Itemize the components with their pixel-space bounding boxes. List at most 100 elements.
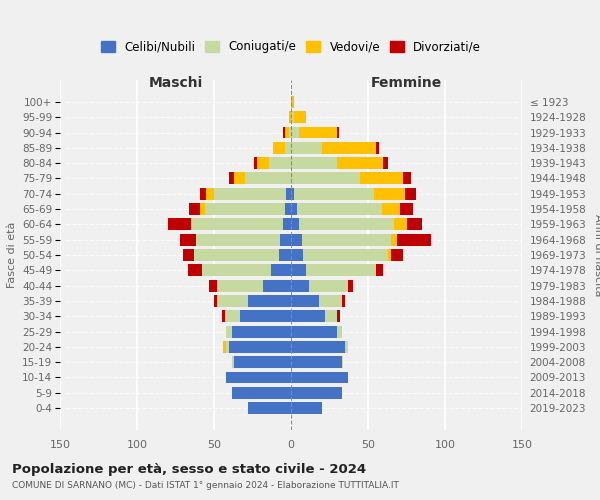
Bar — [269, 157, 291, 169]
Bar — [337, 157, 383, 169]
Y-axis label: Fasce di età: Fasce di età — [7, 222, 17, 288]
Bar — [257, 157, 269, 169]
Bar — [285, 142, 291, 154]
Bar — [291, 218, 299, 230]
Bar — [180, 234, 196, 245]
Bar — [263, 280, 291, 291]
Bar — [304, 249, 388, 261]
Bar — [407, 218, 422, 230]
Bar — [240, 310, 291, 322]
Bar — [278, 249, 291, 261]
Text: COMUNE DI SARNANO (MC) - Dati ISTAT 1° gennaio 2024 - Elaborazione TUTTITALIA.IT: COMUNE DI SARNANO (MC) - Dati ISTAT 1° g… — [12, 481, 399, 490]
Text: Femmine: Femmine — [371, 76, 442, 90]
Bar — [291, 111, 294, 123]
Bar — [283, 218, 291, 230]
Bar — [382, 203, 400, 215]
Bar — [285, 126, 289, 138]
Bar — [337, 310, 340, 322]
Bar — [391, 249, 403, 261]
Bar — [232, 356, 234, 368]
Bar — [222, 310, 225, 322]
Bar — [202, 264, 271, 276]
Bar — [191, 218, 283, 230]
Bar — [391, 234, 397, 245]
Bar — [291, 172, 360, 184]
Bar — [405, 188, 416, 200]
Bar — [394, 218, 407, 230]
Bar — [342, 295, 345, 307]
Bar — [225, 310, 240, 322]
Bar — [194, 249, 278, 261]
Bar — [302, 234, 391, 245]
Bar — [337, 326, 342, 338]
Bar — [342, 356, 343, 368]
Bar — [200, 188, 206, 200]
Y-axis label: Anni di nascita: Anni di nascita — [593, 214, 600, 296]
Bar — [226, 341, 229, 353]
Bar — [214, 188, 286, 200]
Bar — [190, 203, 200, 215]
Bar — [226, 326, 232, 338]
Bar — [403, 172, 411, 184]
Bar — [217, 295, 248, 307]
Bar — [294, 111, 307, 123]
Bar — [291, 280, 310, 291]
Bar — [272, 142, 285, 154]
Bar — [226, 372, 291, 384]
Bar — [200, 203, 205, 215]
Bar — [245, 172, 291, 184]
Bar — [223, 341, 226, 353]
Bar — [188, 264, 202, 276]
Bar — [291, 264, 307, 276]
Bar — [285, 203, 291, 215]
Bar — [206, 188, 214, 200]
Bar — [196, 234, 280, 245]
Bar — [183, 249, 194, 261]
Bar — [376, 264, 383, 276]
Bar — [299, 218, 394, 230]
Text: Maschi: Maschi — [148, 76, 203, 90]
Bar — [217, 280, 263, 291]
Bar — [291, 356, 342, 368]
Bar — [289, 111, 291, 123]
Bar — [348, 280, 353, 291]
Bar — [214, 295, 217, 307]
Bar — [291, 203, 297, 215]
Bar — [322, 142, 376, 154]
Bar — [337, 126, 339, 138]
Bar — [310, 280, 348, 291]
Bar — [345, 341, 348, 353]
Bar — [280, 234, 291, 245]
Bar — [168, 218, 191, 230]
Legend: Celibi/Nubili, Coniugati/e, Vedovi/e, Divorziati/e: Celibi/Nubili, Coniugati/e, Vedovi/e, Di… — [97, 37, 485, 57]
Bar — [294, 188, 374, 200]
Bar — [234, 172, 245, 184]
Bar — [248, 402, 291, 414]
Text: Popolazione per età, sesso e stato civile - 2024: Popolazione per età, sesso e stato civil… — [12, 462, 366, 475]
Bar — [400, 203, 413, 215]
Bar — [397, 234, 431, 245]
Bar — [291, 341, 345, 353]
Bar — [291, 310, 325, 322]
Bar — [209, 280, 217, 291]
Bar — [297, 203, 382, 215]
Bar — [291, 402, 322, 414]
Bar — [229, 172, 234, 184]
Bar — [291, 387, 342, 399]
Bar — [383, 157, 388, 169]
Bar — [291, 249, 304, 261]
Bar — [291, 157, 337, 169]
Bar — [291, 126, 299, 138]
Bar — [254, 157, 257, 169]
Bar — [229, 341, 291, 353]
Bar — [319, 295, 342, 307]
Bar — [232, 326, 291, 338]
Bar — [205, 203, 285, 215]
Bar — [232, 387, 291, 399]
Bar — [325, 310, 337, 322]
Bar — [360, 172, 403, 184]
Bar — [286, 188, 291, 200]
Bar — [248, 295, 291, 307]
Bar — [291, 234, 302, 245]
Bar — [291, 372, 348, 384]
